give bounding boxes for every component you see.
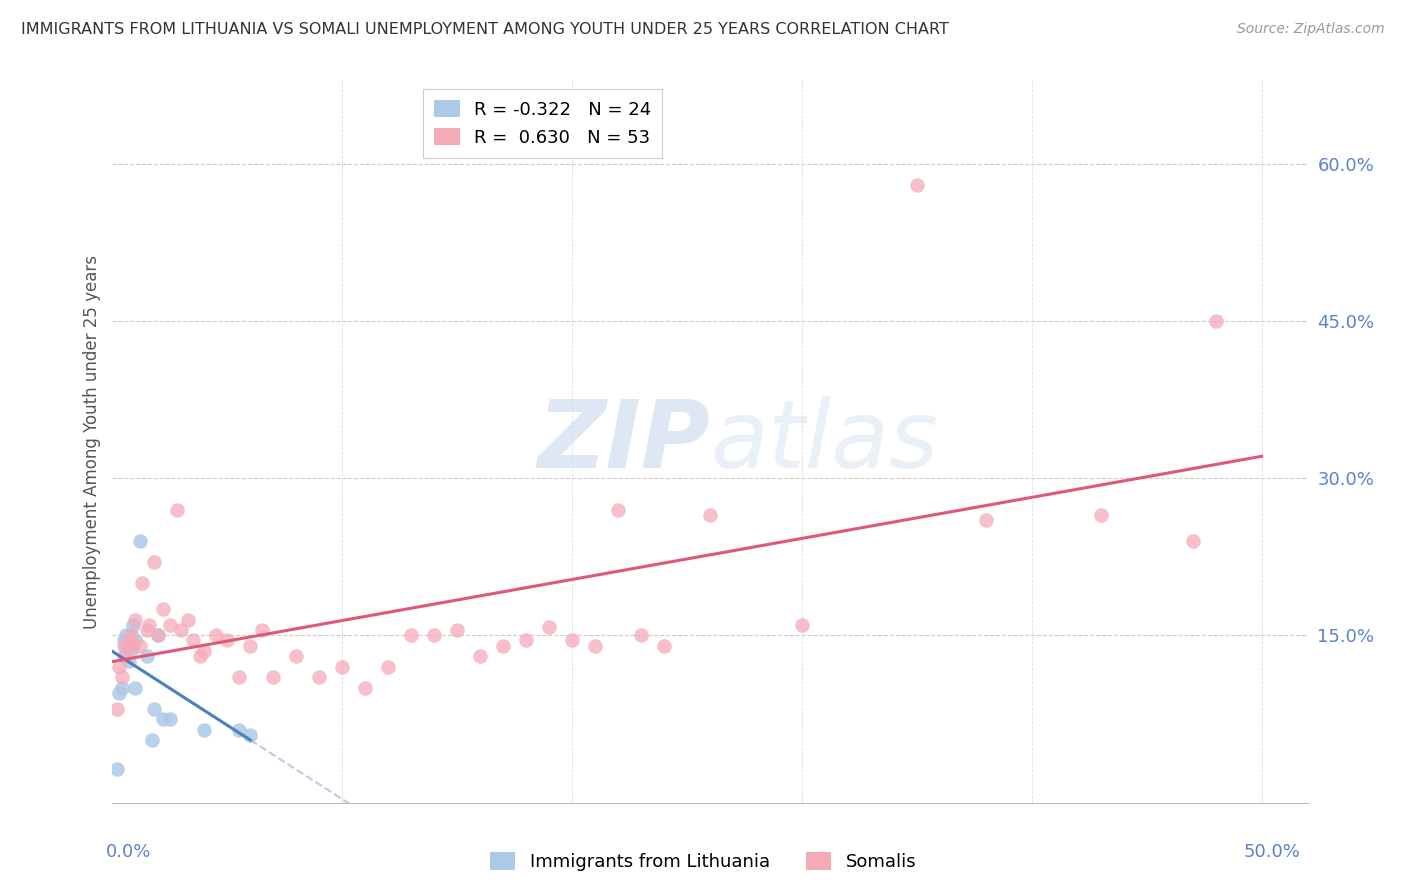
Point [108, 686, 131, 700]
Text: Source: ZipAtlas.com: Source: ZipAtlas.com [1237, 22, 1385, 37]
Point [228, 670, 250, 684]
Point [607, 502, 630, 516]
Point [122, 617, 145, 632]
Point [239, 639, 262, 653]
Point [228, 723, 250, 737]
Point [492, 639, 515, 653]
Point [423, 628, 446, 642]
Point [652, 639, 675, 653]
Point [561, 633, 583, 648]
Point [142, 701, 165, 715]
Point [124, 613, 146, 627]
Point [583, 639, 606, 653]
Point [105, 762, 128, 776]
Point [112, 633, 135, 648]
Point [193, 723, 215, 737]
Point [1181, 534, 1204, 549]
Point [122, 639, 145, 653]
Point [117, 655, 139, 669]
Point [124, 681, 146, 695]
Point [141, 733, 163, 747]
Point [285, 649, 308, 664]
Point [470, 649, 492, 664]
Point [108, 659, 131, 673]
Point [446, 623, 468, 637]
Point [699, 508, 721, 522]
Point [148, 628, 170, 642]
Point [330, 659, 353, 673]
Point [308, 670, 330, 684]
Point [354, 681, 377, 695]
Legend: R = -0.322   N = 24, R =  0.630   N = 53: R = -0.322 N = 24, R = 0.630 N = 53 [423, 89, 662, 158]
Point [120, 644, 142, 658]
Point [112, 649, 135, 664]
Point [538, 620, 561, 634]
Point [136, 649, 159, 664]
Y-axis label: Unemployment Among Youth under 25 years: Unemployment Among Youth under 25 years [83, 254, 101, 629]
Text: 0.0%: 0.0% [105, 843, 150, 861]
Point [117, 633, 139, 648]
Point [124, 633, 146, 648]
Point [205, 628, 228, 642]
Point [790, 617, 813, 632]
Point [170, 623, 193, 637]
Point [250, 623, 273, 637]
Point [239, 728, 262, 742]
Point [217, 633, 239, 648]
Text: 50.0%: 50.0% [1244, 843, 1301, 861]
Point [111, 681, 134, 695]
Point [105, 701, 128, 715]
Point [148, 628, 170, 642]
Point [117, 639, 139, 653]
Point [115, 639, 138, 653]
Text: IMMIGRANTS FROM LITHUANIA VS SOMALI UNEMPLOYMENT AMONG YOUTH UNDER 25 YEARS CORR: IMMIGRANTS FROM LITHUANIA VS SOMALI UNEM… [21, 22, 949, 37]
Point [129, 534, 152, 549]
Point [152, 712, 174, 726]
Point [136, 623, 159, 637]
Point [1090, 508, 1112, 522]
Text: atlas: atlas [710, 396, 938, 487]
Point [188, 649, 211, 664]
Point [377, 659, 399, 673]
Point [138, 617, 160, 632]
Point [131, 575, 153, 590]
Point [159, 617, 181, 632]
Point [152, 602, 174, 616]
Point [120, 628, 142, 642]
Point [515, 633, 537, 648]
Point [193, 644, 215, 658]
Point [905, 178, 928, 192]
Text: ZIP: ZIP [537, 395, 710, 488]
Point [974, 513, 997, 527]
Point [181, 633, 204, 648]
Point [120, 628, 142, 642]
Point [630, 628, 652, 642]
Point [177, 613, 200, 627]
Point [166, 502, 188, 516]
Point [115, 628, 138, 642]
Point [115, 649, 138, 664]
Point [1205, 314, 1227, 328]
Legend: Immigrants from Lithuania, Somalis: Immigrants from Lithuania, Somalis [482, 846, 924, 879]
Point [129, 639, 152, 653]
Point [262, 670, 284, 684]
Point [159, 712, 181, 726]
Point [401, 628, 423, 642]
Point [112, 639, 135, 653]
Point [111, 670, 134, 684]
Point [142, 555, 165, 569]
